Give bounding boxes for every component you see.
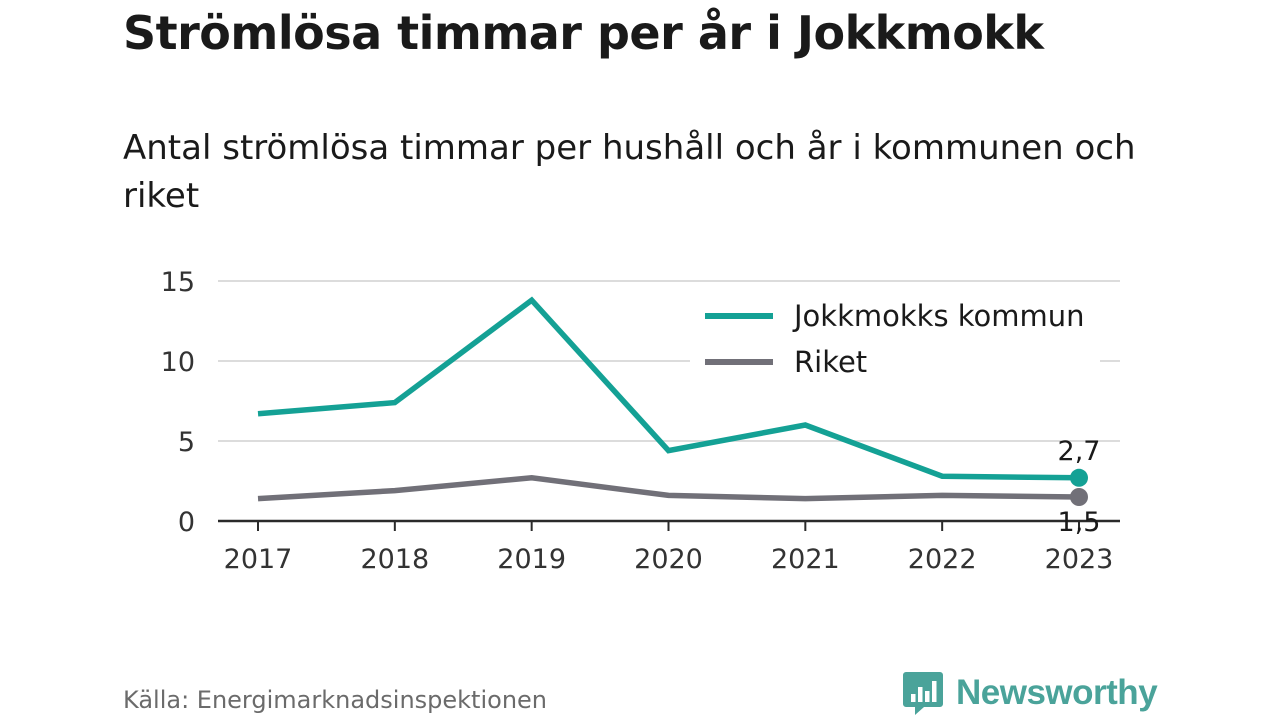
series-line xyxy=(257,475,1080,502)
legend-label: Jokkmokks kommun xyxy=(792,299,1085,333)
x-tick-label: 2017 xyxy=(224,544,293,575)
x-tick-label: 2022 xyxy=(908,544,977,575)
x-tick-label: 2018 xyxy=(360,544,429,575)
data-label: 1,5 xyxy=(1058,507,1101,538)
legend-label: Riket xyxy=(794,345,867,379)
data-label: 2,7 xyxy=(1058,436,1101,467)
y-tick-label: 5 xyxy=(178,427,195,458)
x-tick-label: 2021 xyxy=(771,544,840,575)
y-tick-label: 10 xyxy=(161,347,195,378)
x-tick-label: 2023 xyxy=(1045,544,1114,575)
brand-logo[interactable]: Newsworthy xyxy=(902,670,1158,716)
y-tick-label: 0 xyxy=(178,507,195,538)
x-tick-label: 2020 xyxy=(634,544,703,575)
series-end-marker xyxy=(1070,488,1088,506)
source-note: Källa: Energimarknadsinspektionen xyxy=(123,686,548,714)
brand-name: Newsworthy xyxy=(956,673,1158,712)
chart-subtitle: Antal strömlösa timmar per hushåll och å… xyxy=(123,128,1136,216)
legend-box xyxy=(690,292,1100,384)
x-tick-label: 2019 xyxy=(497,544,566,575)
chart-title: Strömlösa timmar per år i Jokkmokk xyxy=(123,6,1044,60)
series-end-marker xyxy=(1070,468,1088,487)
series-line xyxy=(257,296,1080,481)
y-tick-label: 15 xyxy=(161,267,195,298)
newsworthy-logo-icon xyxy=(903,672,943,715)
